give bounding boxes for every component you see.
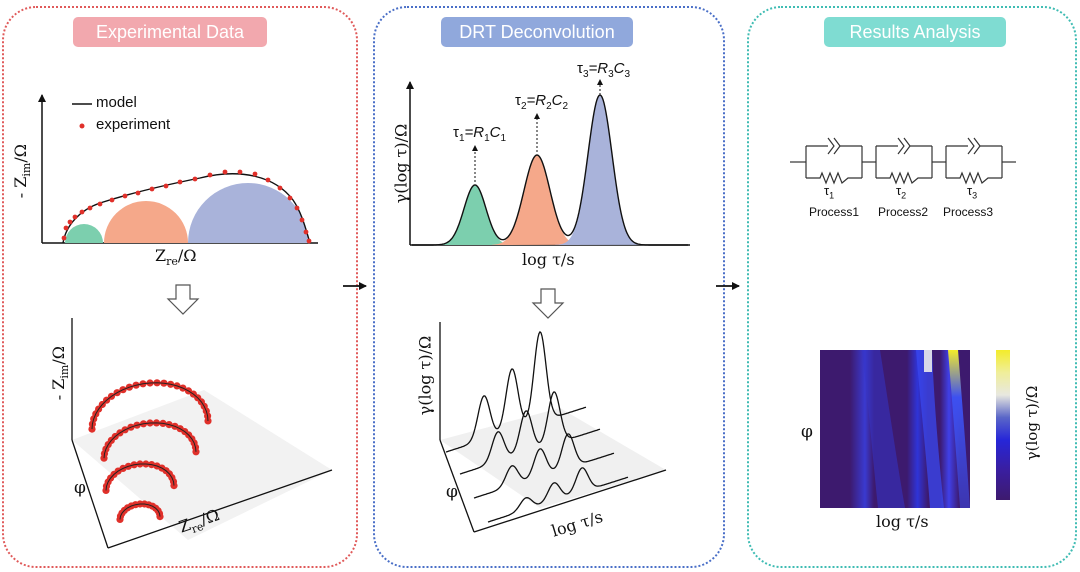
3d-z-label: - Zim/Ω xyxy=(48,345,72,401)
model-curve xyxy=(91,382,209,430)
drt-3d-curve xyxy=(445,330,587,453)
3d-x-axis xyxy=(107,469,333,549)
drt-plot xyxy=(406,79,690,246)
heatmap-band-2 xyxy=(916,350,944,508)
3d-phi-axis xyxy=(71,439,109,549)
colorbar-label: γ(log τ)/Ω xyxy=(1023,385,1041,461)
experiment-point xyxy=(72,214,78,220)
nyquist-plot xyxy=(38,94,318,244)
experiment-point xyxy=(67,219,73,225)
drt-heatmap xyxy=(820,350,1010,508)
experiment-point xyxy=(222,169,228,175)
nyquist-x-label: Zre/Ω xyxy=(155,246,197,269)
experiment-point xyxy=(79,209,85,215)
circuit-tau2-label: τ2 xyxy=(896,183,907,201)
resistor-icon xyxy=(876,171,932,185)
down-arrow-icon xyxy=(531,288,565,319)
tau1-equation: τ1=R1C1 xyxy=(453,124,507,144)
drt-3d-plot xyxy=(439,322,667,533)
results-analysis-header: Results Analysis xyxy=(824,17,1006,47)
drt-3d-curve xyxy=(473,433,615,499)
drt-3d-phi-axis xyxy=(439,439,475,533)
model-curve xyxy=(103,422,197,459)
experiment-point xyxy=(163,183,169,189)
heatmap-phi-label: φ xyxy=(801,422,813,442)
drt-3d-x-axis xyxy=(473,469,667,533)
cpe-icon xyxy=(827,137,841,155)
nyquist-3d-plot xyxy=(71,318,333,549)
drt-3d-y-label: γ(log τ)/Ω xyxy=(415,335,435,416)
drt-x-label: log τ/s xyxy=(522,250,575,269)
experiment-point xyxy=(177,179,183,185)
model-curve xyxy=(105,463,175,491)
experiment-point xyxy=(252,171,258,177)
circuit-tau3-label: τ3 xyxy=(967,183,978,201)
experiment-point xyxy=(109,197,115,203)
drt-curve xyxy=(412,94,688,246)
heatmap-peak-2 xyxy=(924,350,932,372)
process1-label: Process1 xyxy=(809,205,860,219)
model-curve xyxy=(119,503,161,520)
tau3-equation: τ3=R3C3 xyxy=(577,60,631,80)
drt-peak-2 xyxy=(492,155,582,245)
circuit-tau1-label: τ1 xyxy=(824,183,835,201)
experiment-points xyxy=(61,169,312,244)
resistor-icon xyxy=(946,171,1002,185)
experiment-point xyxy=(207,172,213,178)
legend-experiment-marker xyxy=(79,123,85,129)
process3-label: Process3 xyxy=(943,205,994,219)
results-analysis-panel xyxy=(747,6,1077,568)
cpe-icon xyxy=(967,137,981,155)
experiment-point xyxy=(149,186,155,192)
experiment-point xyxy=(303,229,309,235)
heatmap-x-label: log τ/s xyxy=(876,512,929,531)
experiment-point xyxy=(299,217,305,223)
nyquist-y-label: - Zim/Ω xyxy=(10,143,34,199)
equivalent-circuit xyxy=(790,137,1016,185)
experiment-point xyxy=(61,235,67,241)
drt-3d-curve xyxy=(459,391,601,475)
drt-3d-curve xyxy=(487,467,629,523)
semicircle-process3 xyxy=(188,183,308,243)
heatmap-band-1 xyxy=(862,350,905,508)
experiment-point xyxy=(192,176,198,182)
experiment-point xyxy=(294,205,300,211)
drt-3d-curves xyxy=(445,330,629,523)
experiment-point xyxy=(277,185,283,191)
experiment-point xyxy=(237,169,243,175)
experiment-point xyxy=(135,190,141,196)
drt-y-label: γ(log τ)/Ω xyxy=(391,123,411,204)
experiment-point xyxy=(287,195,293,201)
drt-3d-base-plane xyxy=(440,408,666,508)
experiment-point xyxy=(87,205,93,211)
3d-phi-label: φ xyxy=(74,478,86,498)
heatmap-band-3 xyxy=(948,350,970,508)
cpe-icon xyxy=(897,137,911,155)
semicircle-process1 xyxy=(65,224,103,243)
experiment-point xyxy=(97,201,103,207)
drt-peak-3 xyxy=(555,95,645,245)
process2-label: Process2 xyxy=(878,205,929,219)
drt-deconvolution-header: DRT Deconvolution xyxy=(441,17,633,47)
experiment-point xyxy=(122,193,128,199)
legend-model-label: model xyxy=(96,94,137,111)
semicircle-process2 xyxy=(104,201,188,243)
heatmap-colorbar xyxy=(996,350,1010,500)
3d-nyquist-curves xyxy=(88,379,212,524)
drt-peak-1 xyxy=(430,185,520,245)
tau2-equation: τ2=R2C2 xyxy=(515,92,569,112)
experiment-point xyxy=(306,238,312,244)
experimental-data-header: Experimental Data xyxy=(73,17,267,47)
experiment-point xyxy=(63,225,69,231)
drt-deconvolution-panel xyxy=(373,6,725,568)
experiment-point xyxy=(265,177,271,183)
legend-experiment-label: experiment xyxy=(96,116,171,133)
experimental-data-panel xyxy=(2,6,358,568)
drt-3d-phi-label: φ xyxy=(446,482,458,502)
down-arrow-icon xyxy=(166,284,200,315)
resistor-icon xyxy=(806,171,862,185)
